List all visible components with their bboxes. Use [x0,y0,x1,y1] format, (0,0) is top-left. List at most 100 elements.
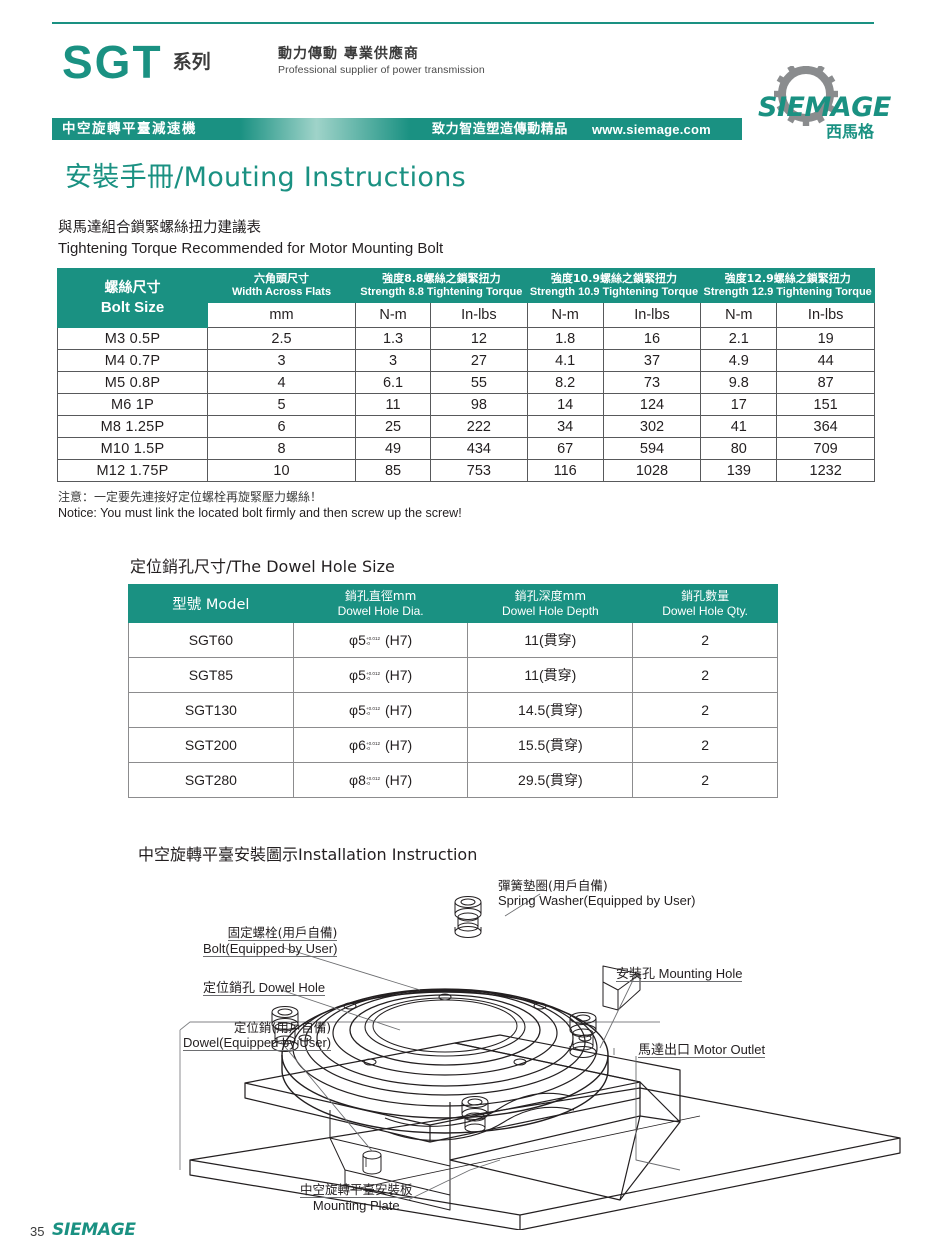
company-motto: 致力智造塑造傳動精品 [432,122,569,137]
cell-inlbs-109: 302 [602,415,702,438]
cell-nm-88: 85 [354,459,432,482]
rotary-table-drawing [179,893,901,1231]
label-spring-washer-en: Spring Washer(Equipped by User) [498,893,696,908]
th-dia-en: Dowel Hole Dia. [337,603,424,618]
tolerance-lower: -0 [365,746,370,752]
product-category-label: 中空旋轉平臺減速機 [62,121,197,137]
cell-inlbs-129: 19 [776,327,875,350]
unit-inlbs-109: In-lbs [602,302,702,328]
logo-chinese-name: 西馬格 [826,122,875,141]
th-strength-109: 強度10.9螺絲之鎖緊扭力 Strength 10.9 Tightening T… [526,268,702,303]
cell-waf: 6 [207,415,356,438]
label-bolt-cn: 固定螺栓(用戶自備) [227,925,338,941]
fit-class: (H7) [384,632,413,648]
page-number: 35 [30,1224,45,1239]
label-motor-outlet-text: 馬達出口 Motor Outlet [638,1042,766,1058]
brand-block: SGT 系列 [62,38,211,86]
table-row: M4 0.7P 3 3 27 4.1 37 4.9 44 [57,349,875,372]
cell-inlbs-109: 37 [602,349,702,372]
cell-inlbs-88: 434 [430,437,528,460]
table1-caption-en: Tightening Torque Recommended for Motor … [58,240,444,257]
th-bolt-size-en: Bolt Size [100,299,165,316]
dia-value: φ8 [349,772,366,788]
torque-table: 螺絲尺寸 Bolt Size 六角頭尺寸 Width Across Flats … [57,268,875,482]
label-mounting-hole: 安裝孔 Mounting Hole [616,966,743,982]
cell-dowel-depth: 14.5(貫穿) [467,692,634,728]
cell-nm-88: 1.3 [354,327,432,350]
cell-inlbs-88: 12 [430,327,528,350]
cell-inlbs-109: 594 [602,437,702,460]
table1-header-row: 螺絲尺寸 Bolt Size 六角頭尺寸 Width Across Flats … [57,268,875,328]
cell-nm-109: 14 [526,393,604,416]
tolerance-upper: +0.012 [365,671,381,677]
table-row: M3 0.5P 2.5 1.3 12 1.8 16 2.1 19 [57,327,875,350]
table-row: SGT85 φ5 +0.012 -0 (H7) 11(貫穿) 2 [128,657,778,693]
th-s88-en: Strength 8.8 Tightening Torque [360,286,523,298]
installation-diagram: 彈簧墊圈(用戶自備) Spring Washer(Equipped by Use… [0,870,927,1231]
label-spring-washer: 彈簧墊圈(用戶自備) Spring Washer(Equipped by Use… [498,878,696,908]
th-s109-cn: 強度10.9螺絲之鎖緊扭力 [550,272,678,285]
table-row: M5 0.8P 4 6.1 55 8.2 73 9.8 87 [57,371,875,394]
cell-nm-129: 4.9 [700,349,778,372]
cell-bolt-size: M6 1P [57,393,208,416]
company-logo: SIEMAGE 西馬格 [742,66,892,141]
cell-inlbs-88: 98 [430,393,528,416]
fit-class: (H7) [384,737,413,753]
footer-logo: SIEMAGE [52,1220,136,1240]
cell-nm-129: 80 [700,437,778,460]
cell-dowel-depth: 11(貫穿) [467,657,634,693]
table-row: M12 1.75P 10 85 753 116 1028 139 1232 [57,459,875,482]
th-model: 型號 Model [128,584,294,623]
cell-nm-129: 2.1 [700,327,778,350]
cell-bolt-size: M12 1.75P [57,459,208,482]
table-row: SGT130 φ5 +0.012 -0 (H7) 14.5(貫穿) 2 [128,692,778,728]
label-mounting-plate-en: Mounting Plate [312,1198,400,1213]
tolerance-upper: +0.012 [365,706,381,712]
cell-inlbs-129: 87 [776,371,875,394]
unit-nm-129: N-m [700,302,778,328]
label-dowel-hole-text: 定位銷孔 Dowel Hole [203,980,326,996]
cell-inlbs-109: 1028 [602,459,702,482]
cell-bolt-size: M4 0.7P [57,349,208,372]
cell-dowel-qty: 2 [632,692,778,728]
dia-value: φ5 [349,702,366,718]
fit-class: (H7) [384,667,413,683]
unit-nm-88: N-m [354,302,432,328]
cell-nm-109: 1.8 [526,327,604,350]
cell-bolt-size: M10 1.5P [57,437,208,460]
cell-dowel-qty: 2 [632,657,778,693]
unit-nm-109: N-m [526,302,604,328]
cell-model: SGT130 [128,692,294,728]
cell-dowel-depth: 29.5(貫穿) [467,762,634,798]
cell-dowel-dia: φ5 +0.012 -0 (H7) [292,622,469,658]
page-title: 安裝手冊/Mouting Instructions [65,162,467,193]
cell-inlbs-129: 1232 [776,459,875,482]
unit-mm: mm [207,302,356,328]
gear-icon [774,66,838,126]
th-strength-129: 強度12.9螺絲之鎖緊扭力 Strength 12.9 Tightening T… [700,268,875,303]
website-url[interactable]: www.siemage.com [592,122,711,137]
cell-bolt-size: M8 1.25P [57,415,208,438]
th-width-across-flats: 六角頭尺寸 Width Across Flats [207,268,356,303]
notice-cn: 注意：一定要先連接好定位螺栓再旋緊壓力螺絲！ [58,490,323,504]
table2-header-row: 型號 Model 銷孔直徑mm Dowel Hole Dia. 銷孔深度mm D… [128,584,778,623]
cell-dowel-dia: φ5 +0.012 -0 (H7) [292,692,469,728]
cell-nm-129: 41 [700,415,778,438]
tolerance-stack: +0.012 -0 [366,706,380,716]
cell-nm-88: 6.1 [354,371,432,394]
dia-value: φ5 [349,632,366,648]
slogan-english: Professional supplier of power transmiss… [278,64,485,76]
table1-caption-cn: 與馬達組合鎖緊螺絲扭力建議表 [58,220,261,236]
cell-waf: 3 [207,349,356,372]
th-qty-cn: 銷孔數量 [681,588,730,603]
th-dia-cn: 銷孔直徑mm [344,588,417,603]
th-waf-cn: 六角頭尺寸 [254,272,309,285]
cell-nm-109: 4.1 [526,349,604,372]
cell-nm-109: 67 [526,437,604,460]
notice-en: Notice: You must link the located bolt f… [58,506,462,520]
slogan-chinese: 動力傳動 專業供應商 [278,46,419,62]
tolerance-lower: -0 [365,641,370,647]
tolerance-upper: +0.012 [365,636,381,642]
cell-waf: 10 [207,459,356,482]
cell-inlbs-109: 124 [602,393,702,416]
